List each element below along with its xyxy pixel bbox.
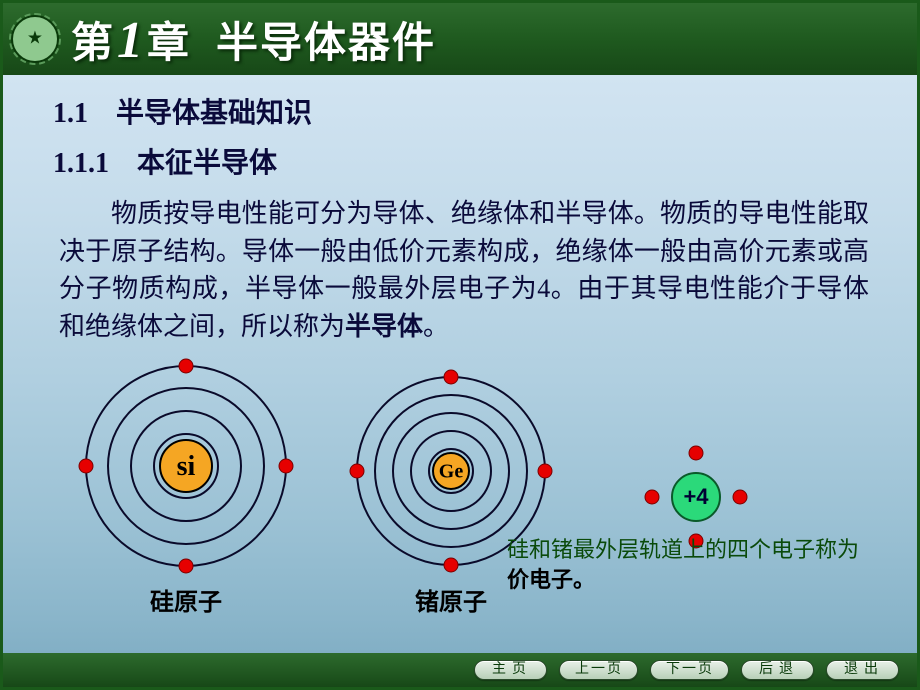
- chapter-name: 半导体器件: [216, 21, 436, 67]
- valence-note: 硅和锗最外层轨道上的四个电子称为 价电子。: [507, 535, 859, 594]
- section-1-1-heading: 1.1.1 本征半导体: [53, 141, 879, 181]
- section-1-heading: 1.1 半导体基础知识: [53, 91, 879, 131]
- para-bold: 半导体: [345, 312, 423, 341]
- silicon-atom-svg: si: [71, 356, 301, 576]
- chapter-number: 1: [117, 12, 145, 69]
- header-bar: 第1章 半导体器件: [3, 3, 917, 75]
- diagram-row: si 硅原子 Ge 锗原子 +4 硅和锗最外层轨道上的四个电子称为 价电子。: [41, 356, 879, 617]
- para-post: 。: [423, 312, 449, 341]
- logo-badge-icon: [11, 15, 59, 63]
- silicon-label: 硅原子: [71, 582, 301, 617]
- svg-text:si: si: [177, 451, 196, 482]
- back-button[interactable]: 后退: [741, 660, 814, 680]
- svg-text:Ge: Ge: [439, 460, 464, 482]
- silicon-atom-diagram: si 硅原子: [71, 356, 301, 617]
- footer-nav: 主页 上一页 下一页 后退 退出: [3, 653, 917, 687]
- prev-button[interactable]: 上一页: [559, 660, 638, 680]
- chapter-suffix: 章: [147, 21, 191, 67]
- valence-note-bold: 价电子。: [507, 567, 595, 592]
- slide: 第1章 半导体器件 1.1 半导体基础知识 1.1.1 本征半导体 物质按导电性…: [0, 0, 920, 690]
- para-pre: 物质按导电性能可分为导体、绝缘体和半导体。物质的导电性能取决于原子结构。导体一般…: [59, 199, 869, 341]
- body-paragraph: 物质按导电性能可分为导体、绝缘体和半导体。物质的导电性能取决于原子结构。导体一般…: [59, 195, 869, 346]
- svg-text:+4: +4: [683, 484, 709, 509]
- exit-button[interactable]: 退出: [826, 660, 899, 680]
- chapter-title: 第1章 半导体器件: [71, 9, 436, 70]
- valence-note-pre: 硅和锗最外层轨道上的四个电子称为: [507, 537, 859, 562]
- chapter-prefix: 第: [71, 21, 115, 67]
- next-button[interactable]: 下一页: [650, 660, 729, 680]
- content-area: 1.1 半导体基础知识 1.1.1 本征半导体 物质按导电性能可分为导体、绝缘体…: [3, 75, 917, 617]
- home-button[interactable]: 主页: [474, 660, 547, 680]
